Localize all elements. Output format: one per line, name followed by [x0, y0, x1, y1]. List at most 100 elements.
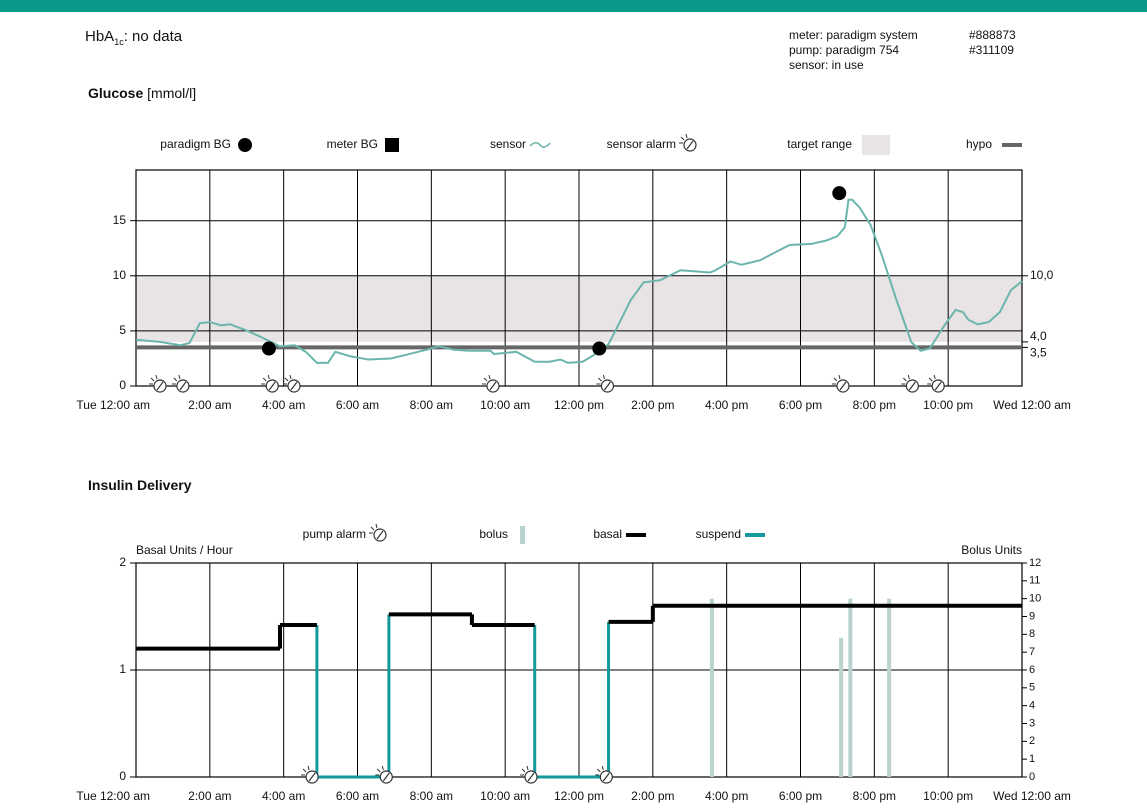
x-tick-label: 2:00 pm: [631, 789, 674, 803]
icon-part: [933, 374, 936, 380]
legend-symbol: [238, 138, 252, 152]
pump-alarm: [301, 765, 319, 784]
icon-part: [602, 374, 605, 380]
legend-label: target range: [787, 137, 852, 151]
icon-part: [150, 377, 155, 382]
hba1c-value: : no data: [123, 28, 183, 45]
legend-symbol: [385, 138, 399, 152]
y2-tick-label: 1: [1029, 753, 1035, 765]
icon-part: [488, 374, 491, 380]
sensor-line: [135, 198, 1023, 364]
y-tick-label: 2: [119, 555, 126, 569]
x-tick-label: 4:00 am: [262, 398, 305, 412]
x-tick-label: 10:00 am: [480, 398, 530, 412]
icon-part: [596, 768, 601, 773]
y2-tick-label: 3: [1029, 717, 1035, 729]
x-tick-label: 12:00 pm: [554, 789, 604, 803]
y-tick-label: 15: [113, 213, 127, 227]
legend-label: hypo: [966, 137, 992, 151]
icon-part: [928, 377, 933, 382]
y2-tick-label: 8: [1029, 628, 1035, 640]
y2-tick-label: 7: [1029, 646, 1035, 658]
icon-part: [381, 765, 384, 771]
x-tick-label: 10:00 pm: [923, 789, 973, 803]
legend-symbol: [369, 523, 387, 542]
icon-part: [267, 374, 270, 380]
y2-tick-label: 0: [1029, 771, 1035, 783]
icon-part: [289, 374, 292, 380]
x-tick-label: 6:00 pm: [779, 789, 822, 803]
sensor-alarm: [148, 374, 167, 393]
icon-part: [375, 523, 378, 529]
icon-part: [376, 768, 381, 773]
legend-symbol: [862, 135, 890, 155]
icon-part: [178, 374, 181, 380]
icon-part: [382, 772, 390, 782]
y2-tick-label: 2: [1029, 735, 1035, 747]
hba1c: HbA1c: no data: [85, 28, 182, 47]
icon-part: [934, 381, 942, 391]
icon-part: [601, 765, 604, 771]
y-tick-label: 5: [119, 323, 126, 337]
legend-label: sensor alarm: [607, 137, 676, 151]
y2-tick-label: 10,0: [1030, 268, 1054, 282]
title: Glucose: [88, 85, 144, 101]
x-tick-label: 6:00 am: [336, 398, 379, 412]
icon-part: [262, 377, 267, 382]
chart-title: Glucose [mmol/l]: [88, 85, 196, 101]
y2-tick-label: 10: [1029, 593, 1041, 605]
title: Insulin Delivery: [88, 477, 192, 493]
x-tick-label: 2:00 pm: [631, 398, 674, 412]
legend-label: pump alarm: [303, 527, 366, 541]
plot-border: [135, 169, 1023, 387]
icon-part: [483, 377, 488, 382]
device-label: meter: paradigm system: [789, 28, 918, 42]
icon-part: [284, 377, 289, 382]
pump-alarm: [375, 765, 393, 784]
sensor-alarm: [481, 374, 500, 393]
icon-part: [173, 377, 178, 382]
x-tick-label: 4:00 pm: [705, 789, 748, 803]
legend-label: suspend: [696, 527, 741, 541]
icon-part: [307, 765, 310, 771]
top-bar: [0, 0, 1147, 12]
x-tick-label: Wed 12:00 am: [993, 398, 1071, 412]
icon-part: [526, 765, 529, 771]
device-id: #311109: [969, 43, 1014, 57]
bg-point: [261, 341, 276, 356]
icon-part: [527, 772, 535, 782]
icon-part: [489, 381, 497, 391]
y-tick-label: 1: [119, 662, 126, 676]
icon-part: [903, 377, 907, 382]
icon-part: [179, 381, 187, 391]
unit: [mmol/l]: [147, 85, 197, 101]
legend-symbol: [679, 133, 697, 152]
legend-symbol: [520, 526, 525, 544]
device-id: #888873: [969, 28, 1016, 42]
bg-point: [592, 341, 607, 356]
device-label: pump: paradigm 754: [789, 43, 900, 57]
x-tick-label: Wed 12:00 am: [993, 789, 1071, 803]
x-tick-label: 8:00 pm: [853, 398, 896, 412]
x-tick-label: 8:00 pm: [853, 789, 896, 803]
sensor-alarm: [901, 374, 919, 393]
sensor-alarm: [261, 374, 279, 393]
icon-part: [680, 136, 685, 141]
legend-label: bolus: [479, 527, 508, 541]
pump-alarm: [595, 765, 613, 784]
legend-label: basal: [593, 527, 622, 541]
icon-part: [521, 768, 526, 773]
legend-label: sensor: [490, 137, 526, 151]
bolus-bar: [848, 598, 853, 777]
sensor-alarm: [831, 374, 850, 393]
x-tick-label: 10:00 am: [480, 789, 530, 803]
y2-tick-label: 4,0: [1030, 329, 1047, 343]
x-tick-label: Tue 12:00 am: [76, 789, 150, 803]
icon-part: [839, 381, 847, 391]
y2-tick-label: 9: [1029, 610, 1035, 622]
icon-part: [308, 772, 316, 782]
y2-tick-label: 4: [1029, 700, 1035, 712]
x-tick-label: 4:00 pm: [705, 398, 748, 412]
x-tick-label: 2:00 am: [188, 398, 231, 412]
